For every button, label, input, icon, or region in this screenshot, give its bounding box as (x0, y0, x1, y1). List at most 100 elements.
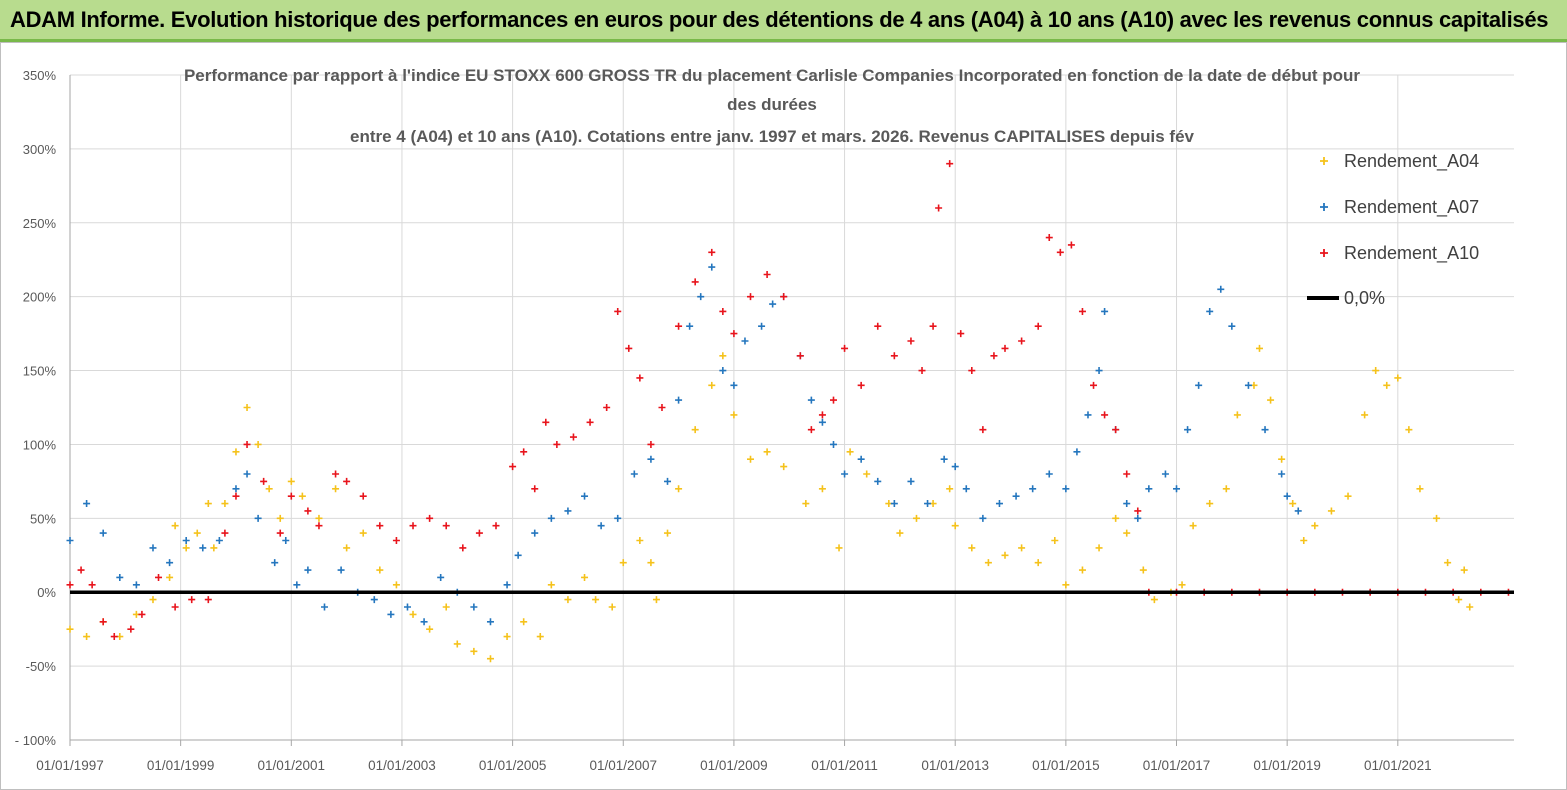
point-rendement-a10 (1112, 426, 1120, 434)
point-rendement-a07 (403, 603, 411, 611)
point-rendement-a07 (1084, 411, 1092, 419)
legend-item: Rendement_A07 (1320, 197, 1479, 218)
point-rendement-a10 (1078, 307, 1086, 315)
point-rendement-a07 (730, 381, 738, 389)
point-rendement-a10 (730, 330, 738, 338)
point-rendement-a04 (564, 596, 572, 604)
point-rendement-a10 (807, 426, 815, 434)
point-rendement-a10 (968, 367, 976, 375)
point-rendement-a10 (304, 507, 312, 515)
point-rendement-a07 (293, 581, 301, 589)
chart-plot: - 100% -50% 0% 50% 100% 150% 200% 250% 300% 350% 0… (15, 66, 1514, 773)
point-rendement-a07 (1123, 500, 1131, 508)
point-rendement-a10 (625, 344, 633, 352)
point-rendement-a07 (514, 551, 522, 559)
point-rendement-a04 (1206, 500, 1214, 508)
point-rendement-a04 (1372, 367, 1380, 375)
point-rendement-a10 (636, 374, 644, 382)
point-rendement-a07 (1278, 470, 1286, 478)
point-rendement-a04 (652, 596, 660, 604)
point-rendement-a04 (1001, 551, 1009, 559)
point-rendement-a04 (619, 559, 627, 567)
x-tick-label: 01/01/2007 (589, 758, 657, 773)
point-rendement-a04 (1233, 411, 1241, 419)
point-rendement-a07 (531, 529, 539, 537)
point-rendement-a07 (874, 477, 882, 485)
point-rendement-a07 (769, 300, 777, 308)
point-rendement-a07 (1161, 470, 1169, 478)
x-tick-label: 01/01/1997 (36, 758, 104, 773)
point-rendement-a04 (1051, 537, 1059, 544)
point-rendement-a04 (664, 529, 672, 537)
point-rendement-a10 (520, 448, 528, 456)
point-rendement-a07 (271, 559, 279, 567)
point-rendement-a07 (1062, 485, 1070, 493)
point-rendement-a10 (531, 485, 539, 493)
point-rendement-a10 (841, 344, 849, 352)
point-rendement-a10 (796, 352, 804, 360)
point-rendement-a04 (1078, 566, 1086, 574)
point-rendement-a07 (630, 470, 638, 478)
point-rendement-a04 (343, 544, 351, 552)
point-rendement-a07 (995, 500, 1003, 508)
point-rendement-a10 (890, 352, 898, 360)
point-rendement-a07 (1101, 307, 1109, 315)
point-rendement-a10 (857, 381, 865, 389)
axes: - 100% -50% 0% 50% 100% 150% 200% 250% 300% 350% 0… (15, 68, 1514, 773)
point-rendement-a04 (359, 529, 367, 537)
x-tick-label: 01/01/2017 (1143, 758, 1211, 773)
point-rendement-a04 (1460, 566, 1468, 574)
point-rendement-a04 (547, 581, 555, 589)
gridlines (69, 74, 1514, 741)
point-rendement-a10 (658, 404, 666, 411)
point-rendement-a10 (1045, 234, 1053, 242)
series-rendement-a04 (66, 344, 1474, 663)
legend-plus-marker (1320, 157, 1328, 165)
point-rendement-a04 (984, 559, 992, 567)
point-rendement-a04 (409, 610, 417, 618)
point-rendement-a07 (1173, 485, 1181, 493)
point-rendement-a07 (1283, 492, 1291, 500)
point-rendement-a07 (1095, 367, 1103, 375)
point-rendement-a07 (1184, 426, 1192, 434)
point-rendement-a10 (442, 522, 450, 530)
point-rendement-a07 (66, 537, 74, 544)
point-rendement-a04 (896, 529, 904, 537)
point-rendement-a07 (215, 537, 223, 544)
point-rendement-a10 (232, 492, 240, 500)
point-rendement-a10 (138, 610, 146, 618)
point-rendement-a10 (929, 322, 937, 330)
point-rendement-a10 (376, 522, 384, 530)
point-rendement-a07 (1012, 492, 1020, 500)
point-rendement-a10 (1134, 507, 1142, 515)
point-rendement-a10 (990, 352, 998, 360)
point-rendement-a10 (780, 293, 788, 301)
point-rendement-a07 (1029, 485, 1037, 493)
point-rendement-a04 (818, 485, 826, 493)
point-rendement-a10 (343, 477, 351, 485)
point-rendement-a07 (182, 537, 190, 544)
y-tick-label: 0% (37, 585, 56, 600)
point-rendement-a04 (1394, 374, 1402, 382)
point-rendement-a07 (818, 418, 826, 426)
point-rendement-a04 (1361, 411, 1369, 419)
point-rendement-a04 (747, 455, 755, 463)
point-rendement-a07 (503, 581, 511, 589)
point-rendement-a04 (298, 492, 306, 500)
y-tick-label: - 100% (15, 733, 57, 748)
point-rendement-a10 (1034, 322, 1042, 330)
point-rendement-a10 (747, 293, 755, 301)
point-rendement-a10 (1101, 411, 1109, 419)
x-tick-label: 01/01/1999 (147, 758, 215, 773)
point-rendement-a07 (370, 596, 378, 604)
point-rendement-a07 (1228, 322, 1236, 330)
point-rendement-a10 (647, 440, 655, 448)
point-rendement-a04 (442, 603, 450, 611)
point-rendement-a10 (260, 477, 268, 485)
chart-title-line: entre 4 (A04) et 10 ans (A10). Cotations… (350, 127, 1195, 146)
point-rendement-a10 (359, 492, 367, 500)
point-rendement-a10 (204, 596, 212, 604)
point-rendement-a10 (171, 603, 179, 611)
point-rendement-a07 (304, 566, 312, 574)
point-rendement-a10 (392, 537, 400, 544)
